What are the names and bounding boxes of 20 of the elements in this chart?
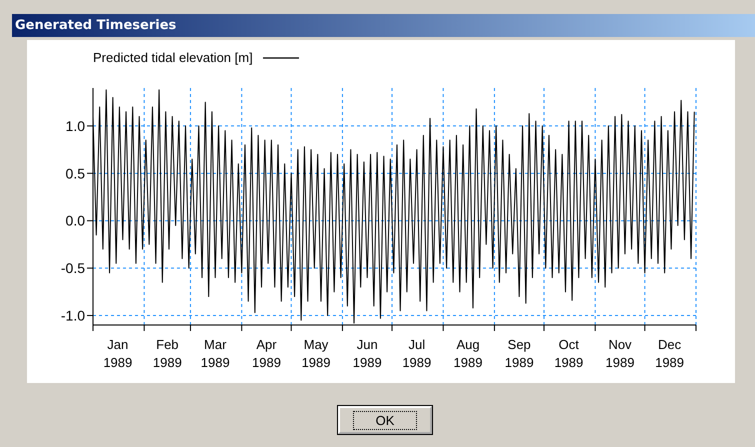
ok-button: OK [338,406,432,434]
x-tick-label: Apr 1989 [252,337,281,370]
x-tick-label: Mar 1989 [200,337,230,370]
x-tick-label: Jun 1989 [352,337,382,370]
y-tick-label: 1.0 [66,118,86,134]
x-tick-label: Jan 1989 [103,337,132,370]
x-tick-label: Nov 1989 [606,337,634,370]
legend-label: Predicted tidal elevation [m] [93,50,253,65]
chart-title: Generated Timeseries [12,14,755,37]
x-tick-label: Feb 1989 [152,337,182,370]
y-tick-label: 0.5 [66,165,86,182]
y-tick-label: -0.5 [60,260,86,276]
x-tick-label: May 1989 [302,337,330,370]
x-tick-label: Dec 1989 [655,337,684,370]
x-tick-label: Sep 1989 [504,337,534,370]
x-tick-label: Jul 1989 [402,337,432,370]
x-tick-label: Oct 1989 [554,337,584,370]
y-tick-label: 0.0 [66,212,86,229]
y-tick-label: -1.0 [60,307,86,324]
x-tick-label: Aug 1989 [454,337,482,370]
